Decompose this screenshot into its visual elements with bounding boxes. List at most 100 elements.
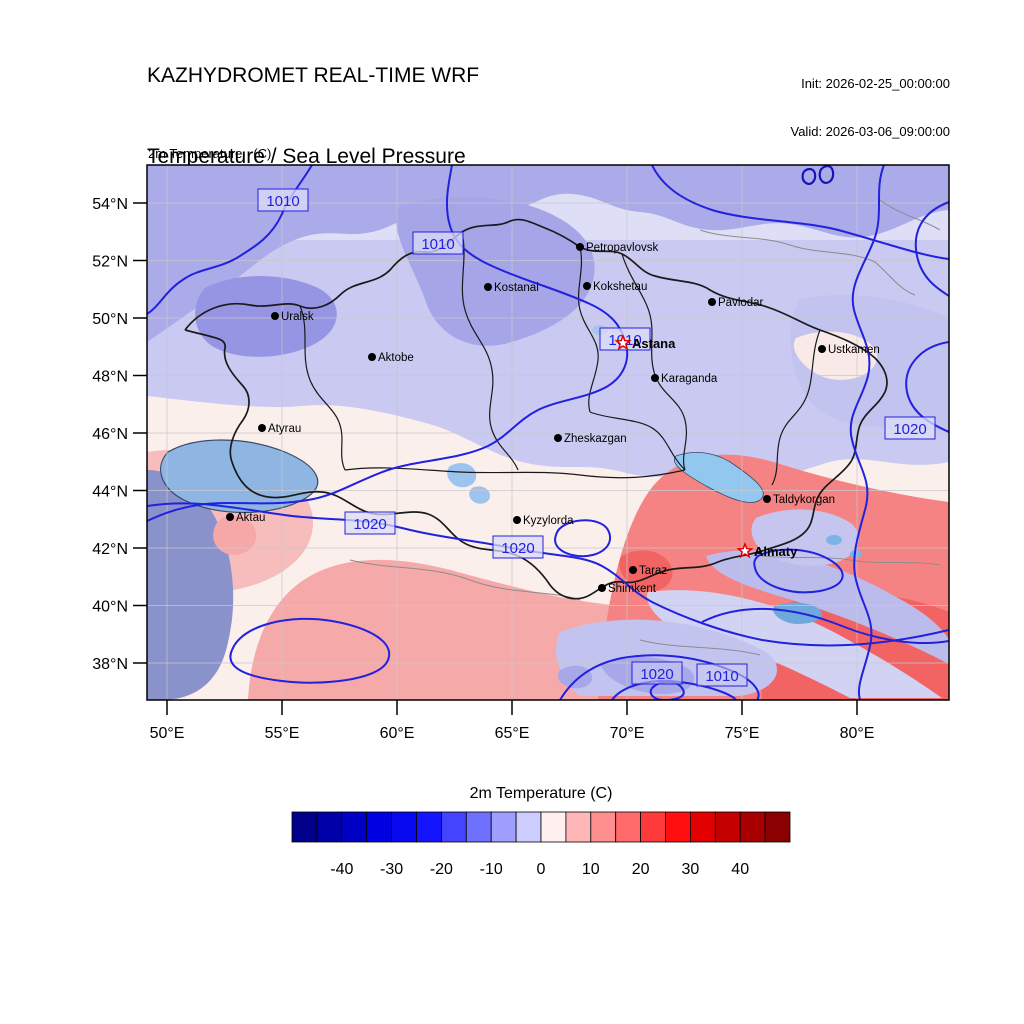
city-marker: Zheskazgan xyxy=(554,433,627,445)
colorbar-title: 2m Temperature (C) xyxy=(470,785,613,802)
colorbar-tick: -30 xyxy=(380,861,403,878)
city-label: Pavlodar xyxy=(718,297,764,309)
colorbar-tick-labels: -40 -30 -20 -10 0 10 20 30 40 xyxy=(330,861,749,878)
city-marker: Petropavlovsk xyxy=(576,242,658,254)
aktau-peninsula xyxy=(213,516,257,555)
aral-sea-north xyxy=(447,463,477,488)
isobar-value: 1010 xyxy=(266,193,299,210)
city-dot xyxy=(368,353,376,361)
isobar-value: 1010 xyxy=(705,668,738,685)
city-label: Taraz xyxy=(639,565,667,577)
temp-region-mountain-stripe1 xyxy=(706,550,949,664)
city-marker: Taraz xyxy=(629,565,667,577)
colorbar-cell xyxy=(714,811,741,843)
city-label: Shimkent xyxy=(608,583,657,595)
valid-time: Valid: 2026-03-06_09:00:00 xyxy=(790,124,951,139)
city-marker: Kyzylorda xyxy=(513,515,574,527)
city-marker: Atyrau xyxy=(258,423,301,435)
city-label: Uralsk xyxy=(281,311,314,323)
city-dot xyxy=(271,312,279,320)
lake-alakol xyxy=(826,535,842,545)
isobar-label: 1020 xyxy=(884,416,936,440)
lake-balkhash xyxy=(673,451,764,503)
colorbar-tick: 0 xyxy=(537,861,546,878)
closed-contour-small1 xyxy=(801,167,817,185)
temp-region-ustkamen-mild xyxy=(793,331,877,380)
city-dot xyxy=(583,282,591,290)
city-dot xyxy=(629,566,637,574)
city-marker: Kostanai xyxy=(484,282,539,294)
colorbar-cell xyxy=(739,811,766,843)
capital-star-icon xyxy=(736,541,754,559)
colorbar-tick: 30 xyxy=(682,861,700,878)
colorbar-tick: 20 xyxy=(632,861,650,878)
city-label: Aktobe xyxy=(378,352,414,364)
lon-tick-label: 80°E xyxy=(840,725,875,742)
colorbar-cell xyxy=(590,811,617,843)
lon-tick-label: 65°E xyxy=(495,725,530,742)
city-marker: Kokshetau xyxy=(583,281,647,293)
colorbar-tick: 40 xyxy=(731,861,749,878)
field-label-temperature: 2m Temperature (C) xyxy=(148,146,272,161)
city-marker: Taldykorgan xyxy=(763,494,835,506)
city-dot xyxy=(576,243,584,251)
lat-tick-label: 52°N xyxy=(92,254,128,271)
isobar-value: 1010 xyxy=(421,236,454,253)
city-label: Kostanai xyxy=(494,282,539,294)
city-dot xyxy=(484,283,492,291)
isobar-label: 1020 xyxy=(492,535,544,559)
lat-tick-label: 38°N xyxy=(92,656,128,673)
city-marker: Shimkent xyxy=(598,583,657,595)
lon-axis-labels: 50°E 55°E 60°E 65°E 70°E 75°E 80°E xyxy=(150,725,875,742)
lake-sasykkol xyxy=(850,550,862,558)
capital-marker-almaty: Almaty xyxy=(736,541,798,559)
city-dot xyxy=(651,374,659,382)
city-dot xyxy=(258,424,266,432)
isobar-value: 1020 xyxy=(353,516,386,533)
lat-tick-label: 48°N xyxy=(92,369,128,386)
colorbar-cell xyxy=(440,811,467,843)
colorbar-cell xyxy=(615,811,642,843)
lon-tick-label: 55°E xyxy=(265,725,300,742)
colorbar-cell xyxy=(391,811,417,843)
city-label: Kokshetau xyxy=(593,281,647,293)
temp-region-mid-cool xyxy=(147,240,949,485)
init-time: Init: 2026-02-25_00:00:00 xyxy=(801,76,950,91)
city-label: Karaganda xyxy=(661,373,718,385)
lat-tick-label: 42°N xyxy=(92,541,128,558)
capital-label: Astana xyxy=(632,336,676,351)
city-dot xyxy=(708,298,716,306)
colorbar-cells xyxy=(291,811,791,843)
temp-region-south-cool-patch2 xyxy=(558,665,593,689)
colorbar-cell xyxy=(416,811,442,843)
lon-tick-label: 75°E xyxy=(725,725,760,742)
city-marker: Aktau xyxy=(226,512,265,524)
city-marker: Pavlodar xyxy=(708,297,764,309)
city-label: Atyrau xyxy=(268,423,301,435)
axis-ticks xyxy=(133,202,858,715)
city-label: Aktau xyxy=(236,512,265,524)
run-times: Init: 2026-02-25_00:00:00 Valid: 2026-03… xyxy=(791,44,951,172)
colorbar-cell xyxy=(540,811,567,843)
lat-tick-label: 50°N xyxy=(92,311,128,328)
city-label: Ustkamen xyxy=(828,344,880,356)
colorbar-cell xyxy=(341,811,368,843)
graticule xyxy=(147,165,949,700)
lon-tick-label: 70°E xyxy=(610,725,645,742)
colorbar-tick: -40 xyxy=(330,861,353,878)
colorbar-cell xyxy=(291,811,318,843)
lat-tick-label: 46°N xyxy=(92,426,128,443)
colorbar-cell xyxy=(764,811,791,843)
temp-region-mountain-stripe3 xyxy=(751,509,859,566)
lon-tick-label: 60°E xyxy=(380,725,415,742)
temp-region-cold-north xyxy=(147,165,949,342)
colorbar-cell xyxy=(515,811,542,843)
colorbar-tick: -10 xyxy=(480,861,503,878)
city-label: Petropavlovsk xyxy=(586,242,658,254)
colorbar-cell xyxy=(665,811,691,843)
isobar-label: 1010 xyxy=(257,188,309,212)
city-dot xyxy=(763,495,771,503)
cities: Petropavlovsk Kostanai Kokshetau Pavloda… xyxy=(226,242,880,595)
